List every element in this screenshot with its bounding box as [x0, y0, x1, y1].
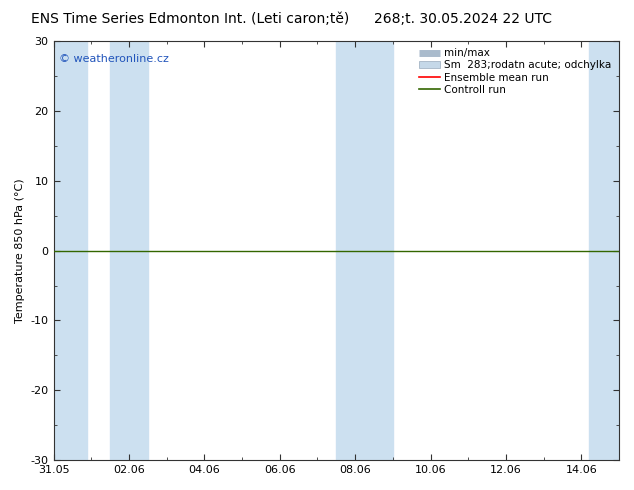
Bar: [589, 41, 619, 460]
Legend: min/max, Sm  283;rodatn acute; odchylka, Ensemble mean run, Controll run: min/max, Sm 283;rodatn acute; odchylka, …: [417, 46, 614, 97]
Bar: [336, 41, 393, 460]
Bar: [110, 41, 148, 460]
Bar: [53, 41, 87, 460]
Text: ENS Time Series Edmonton Int. (Leti caron;tě): ENS Time Series Edmonton Int. (Leti caro…: [31, 12, 349, 26]
Text: © weatheronline.cz: © weatheronline.cz: [59, 53, 169, 64]
Y-axis label: Temperature 850 hPa (°C): Temperature 850 hPa (°C): [15, 178, 25, 323]
Text: 268;t. 30.05.2024 22 UTC: 268;t. 30.05.2024 22 UTC: [374, 12, 552, 26]
